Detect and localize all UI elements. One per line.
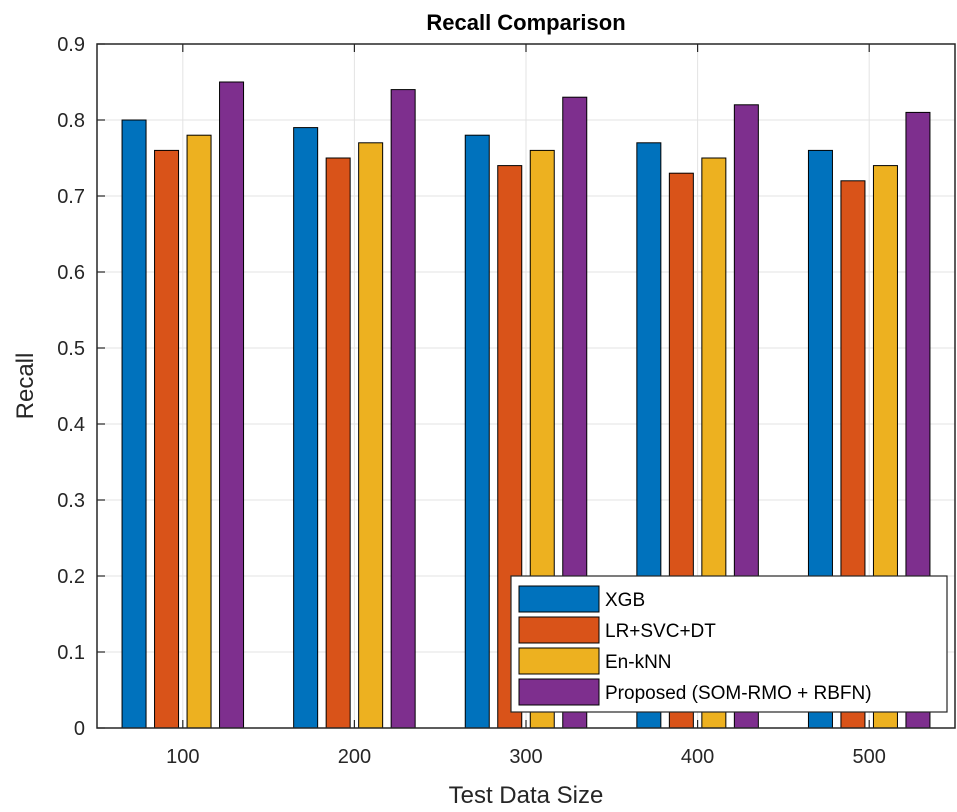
y-tick-label: 0.3 [57,490,85,512]
y-tick-label: 0.8 [57,110,85,132]
x-tick-label: 500 [853,746,886,768]
legend-entry-label: Proposed (SOM-RMO + RBFN) [605,683,872,704]
legend-swatch [518,585,600,613]
y-tick-label: 0.5 [57,338,85,360]
bar [186,134,212,729]
x-tick-label: 100 [166,746,199,768]
bar [464,134,490,729]
bar [121,119,147,729]
legend-swatch [518,647,600,675]
x-tick-label: 200 [338,746,371,768]
legend-entry-label: LR+SVC+DT [605,621,716,642]
bar [293,127,319,729]
y-tick-label: 0.2 [57,566,85,588]
y-tick-label: 0.7 [57,186,85,208]
bar [358,142,384,729]
chart-title: Recall Comparison [426,10,625,35]
legend-entry-label: XGB [605,590,645,611]
y-tick-label: 0.4 [57,414,85,436]
tick-labels: 0 0.1 0.2 0.3 0.4 0.5 0.6 0.7 0.8 0.9 100 200 300 400… [57,34,886,768]
bar [154,149,180,729]
x-axis-label: Test Data Size [449,782,604,809]
y-tick-label: 0.1 [57,642,85,664]
legend-swatch [518,678,600,706]
bar [325,157,351,729]
y-tick-label: 0 [74,718,85,740]
bar [390,89,416,729]
legend-swatch [518,616,600,644]
legend-entry-label: En-kNN [605,652,672,673]
x-tick-label: 400 [681,746,714,768]
x-tick-label: 300 [509,746,542,768]
legend: XGB LR+SVC+DT En-kNN Proposed (SOM-RMO + RB… [510,575,948,713]
bar [219,81,245,729]
y-tick-label: 0.9 [57,34,85,56]
y-axis-label: Recall [12,353,39,420]
y-tick-label: 0.6 [57,262,85,284]
